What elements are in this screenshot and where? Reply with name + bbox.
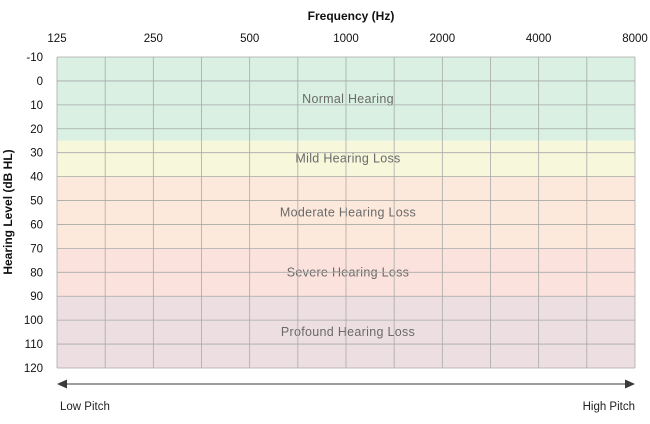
y-tick-10: 90 (30, 291, 43, 303)
x-tick-5: 4000 (526, 33, 552, 45)
y-tick-0: -10 (26, 52, 43, 64)
x-tick-6: 8000 (622, 33, 648, 45)
pitch-arrow-right-head (625, 379, 635, 389)
y-tick-9: 80 (30, 267, 43, 279)
y-tick-4: 30 (30, 148, 43, 160)
x-tick-0: 125 (47, 33, 66, 45)
x-tick-3: 1000 (333, 33, 359, 45)
y-tick-11: 100 (24, 315, 43, 327)
pitch-arrow-left-head (57, 379, 67, 389)
y-tick-8: 70 (30, 243, 43, 255)
y-tick-13: 120 (24, 363, 43, 375)
grid-lines (56, 56, 636, 369)
band-label-0: Normal Hearing (302, 92, 394, 106)
y-tick-7: 60 (30, 219, 43, 231)
pitch-arrow (57, 379, 635, 389)
y-axis-title: Hearing Level (dB HL) (1, 149, 15, 274)
y-tick-2: 10 (30, 100, 43, 112)
band-label-1: Mild Hearing Loss (295, 152, 400, 166)
x-tick-2: 500 (240, 33, 259, 45)
y-tick-3: 20 (30, 124, 43, 136)
y-tick-labels: -10 0 10 20 30 40 50 60 70 80 90 100 110 120 (24, 52, 43, 375)
x-axis-title: Frequency (Hz) (308, 9, 395, 23)
band-label-4: Profound Hearing Loss (281, 325, 415, 339)
y-tick-12: 110 (25, 339, 43, 351)
y-tick-5: 40 (30, 172, 43, 184)
high-pitch-label: High Pitch (582, 401, 635, 413)
x-tick-4: 2000 (430, 33, 456, 45)
x-tick-1: 250 (144, 33, 163, 45)
band-label-2: Moderate Hearing Loss (280, 206, 416, 220)
y-tick-1: 0 (37, 76, 43, 88)
low-pitch-label: Low Pitch (60, 401, 110, 413)
x-tick-labels: 125 250 500 1000 2000 4000 8000 (47, 33, 647, 45)
y-tick-6: 50 (30, 196, 43, 208)
